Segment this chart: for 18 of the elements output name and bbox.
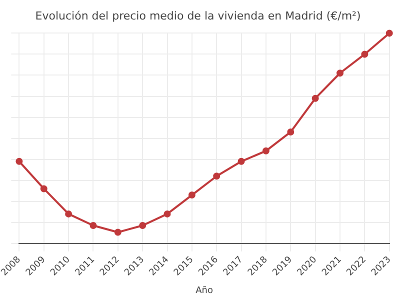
point	[16, 158, 23, 165]
chart-title: Evolución del precio medio de la vivienda en Madrid (€/m²)	[35, 9, 361, 22]
point	[386, 30, 393, 37]
point	[361, 50, 368, 58]
point	[90, 222, 97, 230]
point	[336, 70, 344, 77]
point	[213, 172, 220, 180]
point	[238, 158, 245, 165]
point	[40, 185, 48, 192]
point	[139, 222, 146, 230]
point	[188, 192, 196, 199]
point	[262, 147, 270, 154]
point	[164, 210, 171, 218]
point	[65, 210, 72, 218]
point	[312, 94, 319, 102]
point	[287, 128, 294, 136]
point	[114, 228, 122, 236]
x-axis-title: Año	[196, 286, 214, 296]
